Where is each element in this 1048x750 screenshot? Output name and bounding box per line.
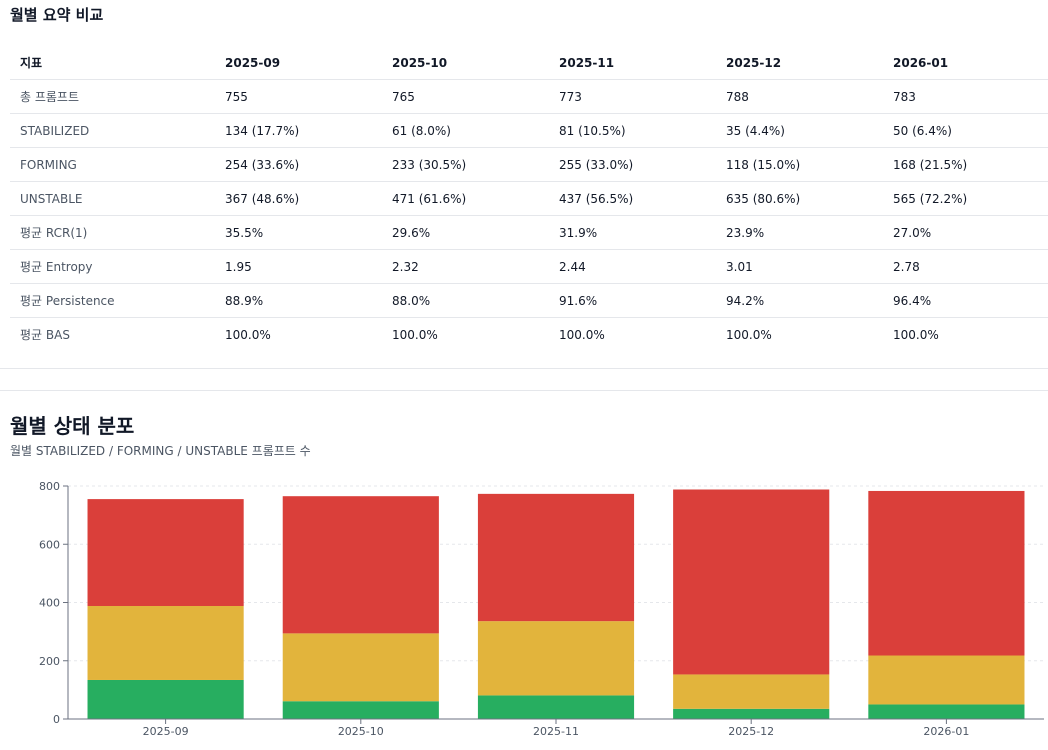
table-cell: 31.9%: [549, 215, 716, 250]
table-cell: 100.0%: [893, 327, 939, 342]
x-tick-label: 2025-11: [533, 725, 579, 738]
table-cell: 367 (48.6%): [215, 181, 382, 216]
y-tick-label: 600: [39, 538, 60, 551]
bar-segment-forming: [868, 655, 1025, 705]
table-cell: 100.0%: [392, 327, 438, 342]
table-cell: 134 (17.7%): [215, 113, 382, 148]
row-label: 평균 BAS: [20, 328, 70, 342]
bar-segment-forming: [477, 621, 635, 696]
table-cell: 35 (4.4%): [716, 113, 883, 148]
bar-segment-stabilized: [87, 679, 244, 719]
table-cell: 254 (33.6%): [215, 147, 382, 182]
table-cell: 88.0%: [382, 283, 549, 318]
table-row: 평균 Persistence 88.9% 88.0% 91.6% 94.2% 9…: [10, 283, 1048, 318]
table-row: STABILIZED 134 (17.7%) 61 (8.0%) 81 (10.…: [10, 113, 1048, 148]
row-label: FORMING: [10, 147, 215, 182]
table-cell: 755: [215, 79, 382, 114]
y-tick-label: 200: [39, 655, 60, 668]
table-cell: 168 (21.5%): [883, 147, 1048, 182]
table-cell: 1.95: [215, 249, 382, 284]
table-cell: 2.78: [883, 249, 1048, 284]
table-cell: 100.0%: [726, 327, 772, 342]
table-cell: 2.32: [382, 249, 549, 284]
table-cell: 61 (8.0%): [382, 113, 549, 148]
table-cell: 437 (56.5%): [549, 181, 716, 216]
table-row: 총 프롬프트 755 765 773 788 783: [10, 79, 1048, 114]
row-label: 평균 Entropy: [10, 249, 215, 284]
header-cell-month: 2025-09: [215, 46, 382, 80]
bar-segment-stabilized: [868, 704, 1025, 719]
table-cell: 118 (15.0%): [716, 147, 883, 182]
bar-segment-stabilized: [673, 708, 830, 719]
table-cell: 96.4%: [883, 283, 1048, 318]
bar-segment-stabilized: [477, 695, 635, 719]
table-cell: 773: [549, 79, 716, 114]
summary-title: 월별 요약 비교: [10, 6, 104, 24]
x-tick-label: 2025-12: [728, 725, 774, 738]
bar-segment-forming: [282, 633, 439, 702]
table-cell: 81 (10.5%): [549, 113, 716, 148]
bar-segment-forming: [87, 605, 244, 680]
bar-segment-unstable: [477, 493, 635, 622]
bar-segment-forming: [673, 674, 830, 709]
chart-title: 월별 상태 분포: [10, 414, 135, 438]
row-label: UNSTABLE: [10, 181, 215, 216]
table-row: 평균 BAS 100.0% 100.0% 100.0% 100.0% 100.0…: [10, 318, 1048, 352]
bar-segment-unstable: [868, 490, 1025, 656]
row-label: 총 프롬프트: [10, 79, 215, 114]
stacked-bar-chart: 0 200 400 600 800 2025-09 2025-10 2025-11 2025-1…: [39, 480, 1044, 738]
table-row: 평균 Entropy 1.95 2.32 2.44 3.01 2.78: [10, 249, 1048, 284]
table-cell: 635 (80.6%): [716, 181, 883, 216]
table-cell: 565 (72.2%): [883, 181, 1048, 216]
table-row: UNSTABLE 367 (48.6%) 471 (61.6%) 437 (56…: [10, 181, 1048, 216]
bar-segment-unstable: [87, 499, 244, 606]
header-cell-month: 2025-10: [382, 46, 549, 80]
x-tick-label: 2025-09: [143, 725, 189, 738]
table-cell: 2.44: [549, 249, 716, 284]
table-row: 평균 RCR(1) 35.5% 29.6% 31.9% 23.9% 27.0%: [10, 215, 1048, 250]
section-divider: [0, 368, 1048, 369]
x-tick-label: 2025-10: [338, 725, 384, 738]
table-cell: 3.01: [716, 249, 883, 284]
bar-segment-unstable: [282, 496, 439, 634]
header-cell-month: 2025-11: [549, 46, 716, 80]
row-label: STABILIZED: [10, 113, 215, 148]
header-cell-metric: 지표: [10, 46, 215, 80]
y-tick-label: 400: [39, 597, 60, 610]
x-tick-label: 2026-01: [923, 725, 969, 738]
y-tick-label: 800: [39, 480, 60, 493]
section-divider: [0, 390, 1048, 391]
table-cell: 94.2%: [716, 283, 883, 318]
table-row: FORMING 254 (33.6%) 233 (30.5%) 255 (33.…: [10, 147, 1048, 182]
table-cell: 50 (6.4%): [883, 113, 1048, 148]
table-cell: 100.0%: [559, 327, 605, 342]
row-label: 평균 RCR(1): [10, 215, 215, 250]
table-cell: 91.6%: [549, 283, 716, 318]
chart-subtitle: 월별 STABILIZED / FORMING / UNSTABLE 프롬프트 …: [10, 444, 311, 458]
table-cell: 233 (30.5%): [382, 147, 549, 182]
table-cell: 765: [382, 79, 549, 114]
summary-table: 지표 2025-09 2025-10 2025-11 2025-12 2026-…: [10, 46, 1048, 351]
bar-segment-stabilized: [282, 701, 439, 719]
table-cell: 471 (61.6%): [382, 181, 549, 216]
summary-header-row: 지표 2025-09 2025-10 2025-11 2025-12 2026-…: [10, 46, 1048, 80]
table-cell: 788: [716, 79, 883, 114]
table-cell: 23.9%: [716, 215, 883, 250]
table-cell: 255 (33.0%): [549, 147, 716, 182]
table-cell: 100.0%: [225, 327, 271, 342]
table-cell: 35.5%: [215, 215, 382, 250]
table-cell: 88.9%: [215, 283, 382, 318]
row-label: 평균 Persistence: [10, 283, 215, 318]
table-cell: 783: [883, 79, 1048, 114]
header-cell-month: 2026-01: [883, 46, 1048, 80]
bar-segment-unstable: [673, 489, 830, 675]
table-cell: 27.0%: [883, 215, 1048, 250]
table-cell: 29.6%: [382, 215, 549, 250]
header-cell-month: 2025-12: [716, 46, 883, 80]
y-tick-label: 0: [53, 713, 60, 726]
